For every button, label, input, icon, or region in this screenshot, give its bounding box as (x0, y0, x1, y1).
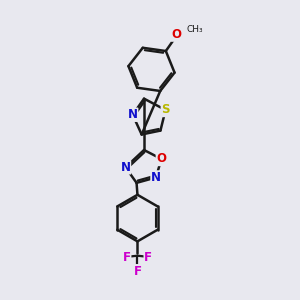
Text: F: F (144, 251, 152, 264)
Text: S: S (161, 103, 170, 116)
Text: N: N (121, 161, 130, 174)
Text: CH₃: CH₃ (187, 25, 203, 34)
Text: N: N (128, 108, 138, 121)
Text: F: F (123, 251, 131, 264)
Text: F: F (134, 265, 142, 278)
Text: O: O (156, 152, 166, 166)
Text: O: O (171, 28, 181, 41)
Text: N: N (151, 171, 161, 184)
